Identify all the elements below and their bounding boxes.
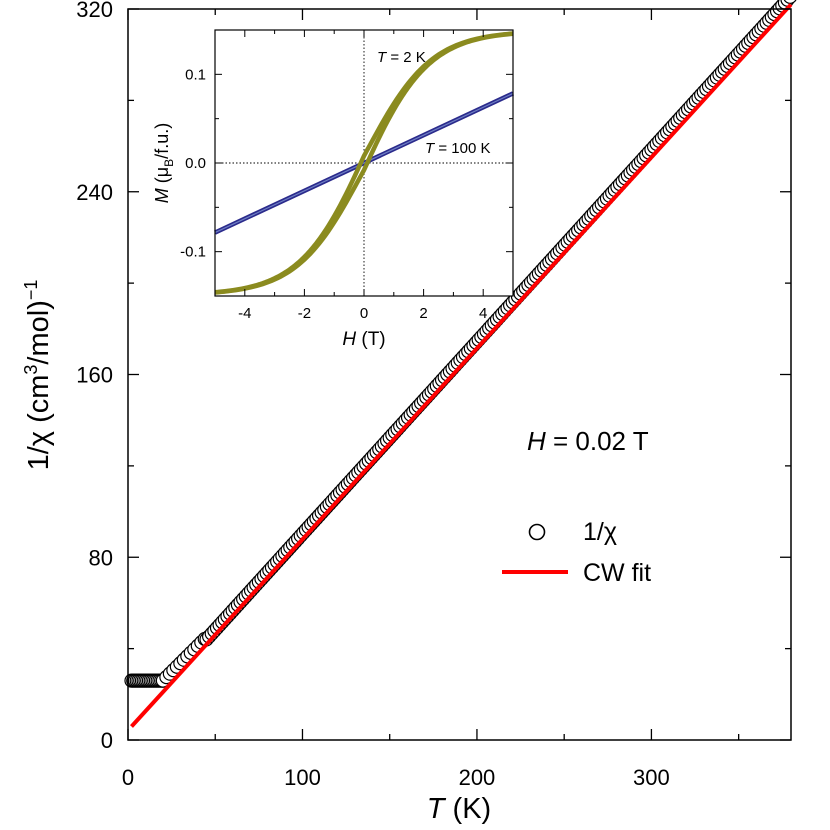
inset-y-axis-label: M (μB/f.u.): [152, 123, 176, 203]
main-cw-fit-line: [130, 3, 793, 728]
inset-y-tick-label: -0.1: [180, 244, 206, 261]
main-y-axis-label-sup: 3: [21, 365, 41, 375]
main-y-axis-label-mid: /mol): [23, 300, 55, 364]
legend-circle-marker: [528, 523, 546, 541]
inset-label-100k-symbol: T: [425, 140, 436, 157]
main-x-tick-label: 100: [284, 765, 321, 790]
main-x-axis-label-symbol: T: [427, 793, 447, 825]
main-y-tick-label: 240: [76, 180, 113, 205]
main-x-tick-label: 300: [633, 765, 670, 790]
main-x-tick-label: 0: [122, 765, 134, 790]
inset-series-100k: [214, 91, 514, 235]
main-x-axis-label-unit: (K): [453, 793, 492, 825]
data-point: [783, 0, 797, 4]
inset-y-tick-label: 0.0: [185, 155, 206, 172]
inset-label-2k-symbol: T: [377, 49, 388, 66]
inset-y-axis-label-a: (μ: [152, 167, 172, 188]
inset-x-tick-label: 0: [360, 305, 368, 322]
inset-x-tick-label: 4: [479, 305, 487, 322]
inset-x-tick-label: 2: [419, 305, 427, 322]
inset-y-axis-label-sub: B: [162, 159, 176, 167]
legend-label-cw-fit: CW fit: [583, 559, 651, 587]
inset-chart: -4 -2 0 2 4 -0.1 0.0 0.1 T = 2 K T = 100 K H (T…: [152, 29, 514, 350]
field-annotation: H = 0.02 T: [527, 426, 649, 456]
main-ticks: [127, 8, 791, 741]
main-y-tick-label: 160: [76, 363, 113, 388]
inset-label-100k: T = 100 K: [425, 140, 490, 157]
main-y-tick-label: 320: [76, 0, 113, 22]
inset-curve-2k-lower: [214, 31, 514, 295]
main-y-axis-label-exp: −1: [21, 280, 41, 301]
inset-series-2k: [214, 31, 514, 295]
inset-label-2k-value: = 2 K: [386, 49, 426, 66]
main-y-axis-label: 1/χ (cm3/mol)−1: [21, 280, 55, 471]
inset-x-tick-label: -2: [298, 305, 311, 322]
inset-y-axis-label-symbol: M: [152, 188, 172, 203]
inset-tick-labels: -4 -2 0 2 4 -0.1 0.0 0.1: [180, 66, 487, 322]
inset-x-axis-label-unit: (T): [361, 329, 385, 350]
inset-label-2k: T = 2 K: [377, 49, 426, 66]
main-x-tick-label: 200: [459, 765, 496, 790]
main-legend: 1/χ CW fit: [502, 518, 651, 587]
inset-y-tick-label: 0.1: [185, 66, 206, 83]
main-y-axis-label-prefix: 1/χ (cm: [23, 375, 55, 471]
inset-x-axis-label-symbol: H: [342, 329, 356, 350]
legend-label-1-over-chi: 1/χ: [583, 518, 617, 546]
inset-y-axis-label-b: /f.u.): [152, 123, 172, 159]
field-annotation-symbol: H: [527, 426, 546, 456]
inset-ticks: [214, 29, 514, 297]
inset-curve-100k-highlight: [214, 92, 514, 234]
main-y-tick-label: 0: [101, 728, 113, 753]
inset-label-100k-value: = 100 K: [434, 140, 490, 157]
field-annotation-value: = 0.02 T: [546, 426, 649, 456]
main-y-tick-label: 80: [89, 545, 113, 570]
inset-x-tick-label: -4: [238, 305, 251, 322]
main-x-axis-label: T (K): [427, 793, 491, 825]
inset-x-axis-label: H (T): [342, 329, 385, 350]
